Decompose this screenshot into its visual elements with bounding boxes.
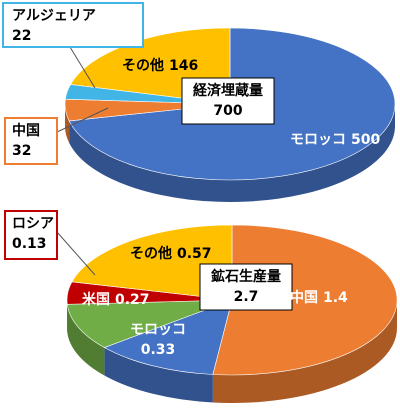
slice-label: 中国 (12, 122, 40, 139)
center-label-title: 鉱石生産量 (211, 268, 281, 285)
slice-label: モロッコ (130, 322, 186, 338)
slice-label: その他 0.57 (130, 245, 212, 262)
slice-value: 0.33 (141, 342, 176, 358)
slice-value: 0.57 (177, 246, 212, 262)
slice-name: 中国 (290, 289, 318, 306)
slice-name: その他 (122, 57, 164, 74)
leader-line (56, 231, 96, 276)
slice (66, 299, 233, 348)
slice-value: 0.27 (115, 292, 150, 308)
slice-label: ロシア (12, 216, 54, 232)
label-box (2, 2, 144, 48)
slice-side (212, 300, 397, 403)
label-box (4, 210, 58, 260)
slice-label: 中国 1.4 (290, 289, 348, 306)
slice-value: 1.4 (323, 290, 348, 306)
slice (212, 224, 398, 376)
slice-value: 146 (169, 58, 198, 74)
center-label-total: 2.7 (234, 289, 259, 305)
slice-side (69, 104, 395, 202)
slice-name: その他 (130, 245, 172, 262)
slice-name: 米国 (82, 291, 110, 308)
slice-name: モロッコ (290, 132, 346, 148)
leader-line (56, 107, 109, 133)
slice-side (65, 104, 70, 143)
label-box (4, 117, 58, 165)
slice-value: 22 (12, 28, 31, 44)
slice-label: モロッコ 500 (290, 132, 380, 148)
leader-line (69, 46, 96, 89)
slice-label: その他 146 (122, 57, 198, 74)
center-label-total: 700 (213, 103, 242, 119)
slice-side (104, 347, 213, 403)
slice-label: 米国 0.27 (82, 291, 150, 308)
slice-label: アルジェリア (12, 8, 96, 24)
slice-value: 32 (12, 143, 31, 159)
slice (71, 224, 233, 301)
center-label-box (199, 263, 293, 311)
center-label-title: 経済埋蔵量 (193, 82, 263, 99)
center-label-box (181, 77, 275, 125)
slice-side (67, 304, 105, 376)
slice-value: 0.13 (12, 236, 47, 252)
slice (103, 299, 233, 375)
slice-value: 500 (351, 132, 380, 148)
